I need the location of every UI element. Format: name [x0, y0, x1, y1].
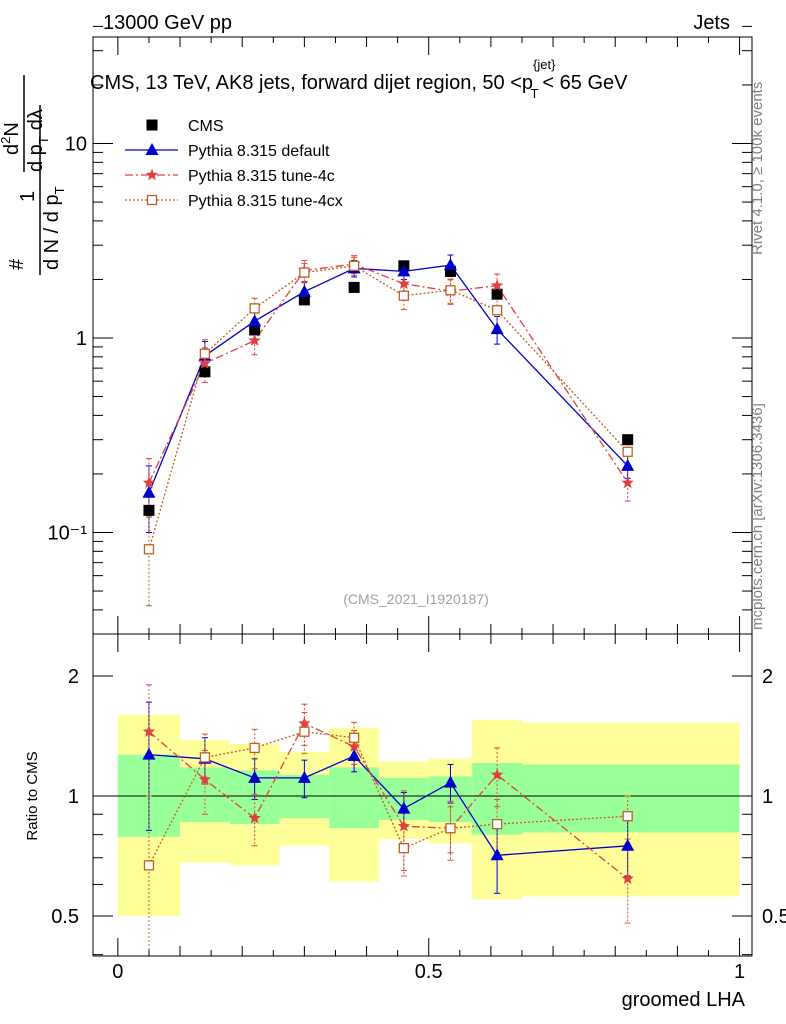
svg-text:d N / d pT: d N / d pT [41, 186, 67, 270]
ratio-point-pythia-8-315-tune-4c [397, 819, 410, 832]
main-point-pythia-8-315-tune-4cx [622, 446, 633, 457]
x-tick-label: 1 [734, 961, 745, 983]
svg-text:1: 1 [17, 191, 39, 202]
ratio-point-pythia-8-315-tune-4cx [398, 842, 409, 854]
main-point-pythia-8-315-tune-4cx [143, 544, 155, 555]
ratio-point-pythia-8-315-tune-4c [621, 872, 634, 884]
energy-label: 13000 GeV pp [103, 12, 232, 34]
chart-title: CMS, 13 TeV, AK8 jets, forward dijet reg… [90, 57, 628, 101]
main-y-tick-label: 10⁻¹ [48, 523, 88, 545]
ratio-point-pythia-8-315-default [347, 748, 361, 761]
main-point-pythia-8-315-default [142, 485, 156, 498]
x-tick-label: 0.5 [415, 961, 443, 983]
main-y-tick-label: 10 [65, 134, 87, 156]
main-point-pythia-8-315-tune-4cx [491, 305, 503, 316]
main-y-tick-label: 1 [76, 328, 87, 350]
legend-entry: Pythia 8.315 default [188, 143, 330, 160]
main-point-pythia-8-315-tune-4cx [199, 348, 211, 359]
main-point-pythia-8-315-tune-4cx [299, 267, 310, 278]
svg-text:d2N: d2N [0, 122, 23, 155]
legend-marker [146, 119, 158, 131]
main-point-cms [143, 504, 155, 516]
ratio-y-tick-label-right: 2 [762, 666, 773, 688]
main-point-pythia-8-315-tune-4cx [249, 303, 260, 314]
main-point-pythia-8-315-default [397, 264, 411, 277]
ratio-band-inner [329, 767, 379, 829]
ratio-point-pythia-8-315-tune-4cx [491, 818, 503, 830]
ratio-line-pythia-8-315-tune-4c [148, 722, 629, 880]
main-point-pythia-8-315-tune-4c [198, 356, 212, 369]
main-point-cms [249, 324, 261, 336]
ratio-point-pythia-8-315-tune-4c [347, 740, 361, 752]
ratio-point-pythia-8-315-tune-4cx [143, 860, 155, 871]
ratio-point-pythia-8-315-default [397, 801, 411, 814]
main-point-pythia-8-315-tune-4cx [348, 260, 360, 271]
legend-entry: Pythia 8.315 tune-4c [188, 168, 335, 185]
rivet-label: Rivet 4.1.0, ≥ 100k events [749, 82, 766, 255]
main-point-pythia-8-315-default [248, 314, 262, 327]
main-point-pythia-8-315-tune-4c [621, 476, 634, 489]
ratio-y-tick-label-right: 1 [762, 786, 773, 808]
ratio-point-pythia-8-315-tune-4cx [199, 752, 211, 763]
main-point-pythia-8-315-tune-4c [490, 279, 504, 291]
ratio-point-pythia-8-315-tune-4cx [249, 742, 260, 754]
ratio-point-pythia-8-315-tune-4c [248, 811, 261, 824]
legend-marker [146, 194, 158, 206]
main-point-pythia-8-315-tune-4c [397, 277, 410, 289]
svg-text:#: # [6, 258, 28, 270]
legend-marker [145, 143, 159, 155]
ratio-point-pythia-8-315-default [248, 770, 262, 783]
legend: CMS Pythia 8.315 default Pythia 8.315 tune… [125, 118, 343, 210]
main-point-cms [298, 294, 310, 306]
ratio-point-pythia-8-315-tune-4c [298, 717, 311, 729]
main-point-pythia-8-315-tune-4c [142, 476, 156, 489]
ratio-point-pythia-8-315-tune-4c [198, 773, 212, 785]
main-point-pythia-8-315-tune-4cx [445, 285, 456, 296]
ratio-y-tick-label: 2 [68, 666, 79, 688]
ratio-y-tick-label: 0.5 [51, 906, 79, 928]
ratio-point-pythia-8-315-tune-4cx [445, 823, 456, 834]
ratio-point-pythia-8-315-tune-4c [142, 725, 156, 737]
category-label: Jets [693, 12, 730, 34]
main-point-pythia-8-315-tune-4cx [398, 290, 409, 301]
ratio-y-tick-label: 1 [68, 786, 79, 808]
main-point-cms [199, 366, 211, 378]
legend-marker [145, 168, 159, 181]
legend-entry: Pythia 8.315 tune-4cx [188, 193, 343, 210]
svg-text:d pTdλ: d pTdλ [25, 109, 51, 172]
legend-entry: CMS [188, 118, 224, 135]
ratio-point-pythia-8-315-default [443, 775, 457, 788]
main-point-cms [348, 281, 360, 293]
mcplots-label: mcplots.cern.ch [arXiv:1306.3436] [749, 403, 766, 630]
analysis-watermark: (CMS_2021_I1920187) [343, 591, 489, 607]
x-tick-label: 0 [112, 961, 123, 983]
ratio-point-pythia-8-315-tune-4cx [622, 811, 633, 822]
ratio-y-axis-label: Ratio to CMS [24, 751, 41, 840]
ratio-point-pythia-8-315-tune-4c [490, 768, 504, 781]
main-line-pythia-8-315-tune-4cx [148, 265, 629, 550]
main-point-cms [622, 434, 634, 446]
ratio-point-pythia-8-315-default [621, 838, 635, 851]
ratio-plot-frame [92, 633, 753, 957]
ratio-y-tick-label-right: 0.5 [762, 906, 786, 928]
main-line-pythia-8-315-default [148, 264, 629, 494]
ratio-line-pythia-8-315-tune-4cx [148, 731, 628, 866]
main-point-pythia-8-315-default [490, 322, 504, 335]
main-point-pythia-8-315-default [621, 458, 635, 471]
ratio-point-pythia-8-315-default [490, 848, 504, 861]
main-point-pythia-8-315-default [297, 284, 311, 297]
ratio-point-pythia-8-315-default [142, 747, 156, 760]
ratio-point-pythia-8-315-default [297, 770, 311, 783]
main-point-pythia-8-315-default [443, 258, 457, 271]
main-point-cms [491, 288, 503, 300]
x-axis-label: groomed LHA [622, 989, 746, 1011]
ratio-band-inner [521, 764, 740, 833]
main-point-pythia-8-315-tune-4c [248, 334, 261, 346]
ratio-point-pythia-8-315-tune-4cx [299, 726, 310, 737]
main-y-axis-label: 1 d N / d pT # d2N d pTdλ [0, 75, 67, 275]
ratio-point-pythia-8-315-tune-4cx [348, 732, 360, 743]
main-point-cms [444, 265, 456, 277]
